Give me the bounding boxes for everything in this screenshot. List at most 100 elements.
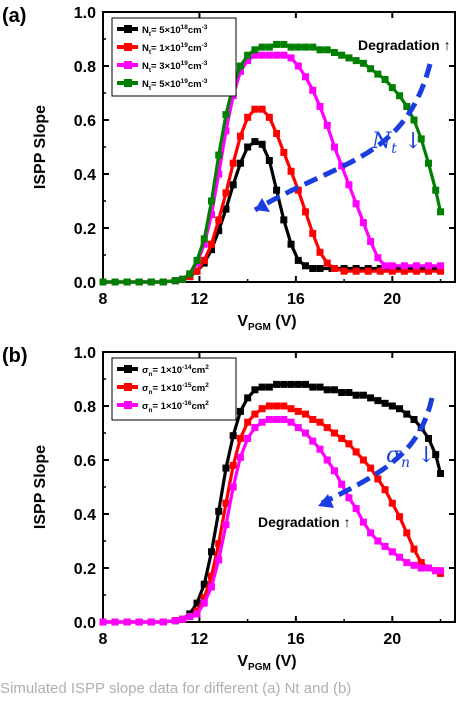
data-point [338,434,346,442]
data-point [215,151,223,159]
data-point [222,499,230,507]
data-point [309,86,317,94]
data-point [287,405,295,413]
data-point [111,618,119,626]
data-point [330,49,338,56]
data-point [179,615,187,623]
annotation-math-main: σ [386,443,402,468]
data-point [147,278,155,286]
data-point [193,256,201,264]
data-point [244,394,252,402]
legend-entry: Nt= 1×1019cm-3 [142,42,208,56]
data-point [302,410,310,418]
y-tick-label: 0.0 [74,275,96,292]
data-point [309,229,317,237]
data-point [410,545,418,553]
data-point [207,572,215,580]
data-point [215,227,223,235]
data-point [207,583,215,591]
chart-panel-b: 0.0 0.2 0.4 0.6 0.8 1.0 8 12 16 20 (b) ISPP Slope VP… [2,345,456,673]
data-point [236,407,244,415]
data-point [323,121,331,129]
x-axis-label-unit: (V) [271,653,297,670]
data-point [265,113,273,121]
data-point [265,402,273,410]
data-point [258,418,266,426]
data-point [186,613,194,621]
data-point [437,567,445,575]
data-point [236,62,244,70]
y-tick-label: 0.6 [74,453,96,470]
legend-entry-exp: 19 [181,42,189,49]
data-point [265,383,273,391]
y-tick-label: 1.0 [74,5,96,22]
data-point [99,278,107,286]
data-point [193,599,201,607]
data-point [236,67,244,75]
data-point [222,205,230,213]
data-point [123,278,131,286]
data-point [367,65,375,73]
legend-entry-sub: t [149,49,152,56]
data-point [323,259,331,267]
data-point [215,170,223,178]
data-point [222,127,230,135]
data-point [229,159,237,167]
data-point [207,548,215,556]
data-point [316,103,324,110]
legend-entry-main: N [142,43,149,54]
annotation-arrow [253,63,433,213]
x-tick-label: 8 [99,631,108,648]
data-point [338,51,346,59]
data-point [374,397,382,405]
y-tick-label: 0.0 [74,615,96,632]
data-point [388,267,396,275]
legend-entry: σn= 1×10-14cm2 [142,364,209,378]
data-point [244,57,252,65]
x-axis-label-sub: PGM [248,662,271,673]
data-point [200,256,208,264]
data-point [309,265,317,272]
legend-entry-main: N [142,79,149,90]
legend-entry-rest: = 5×10 [151,79,181,90]
data-point [251,138,259,146]
data-point [330,265,338,272]
data-point [244,418,252,426]
data-point [381,262,389,270]
data-point [236,434,244,442]
y-axis-label: ISPP Slope [32,445,49,529]
data-point [265,416,273,423]
data-point [424,262,432,270]
annotation-math-suffix: ↓ [410,443,435,468]
data-point [437,267,445,275]
data-point [338,480,346,488]
x-axis-label-main: V [237,653,248,670]
legend-entry-exp: -15 [182,382,192,389]
data-point [171,277,179,285]
data-point [215,556,223,564]
data-point [273,40,281,48]
x-axis-label-main: V [237,313,248,330]
data-point [388,262,396,270]
data-point [424,267,432,275]
data-point [367,238,375,245]
legend-entry-unit: cm [191,401,205,412]
data-point [364,267,372,275]
x-axis-label: VPGM (V) [237,313,296,333]
data-point [374,70,382,78]
data-point [200,240,208,248]
data-point [330,467,338,475]
legend-entry: σn= 1×10-16cm2 [142,400,209,414]
data-point [294,186,302,194]
data-point [229,461,237,469]
data-point [251,46,259,54]
data-point [229,432,237,440]
data-point [345,54,353,62]
legend-swatch-marker [124,401,132,409]
x-tick-label: 16 [287,291,305,308]
data-point [374,537,382,545]
y-tick-label: 0.4 [74,167,96,184]
x-axis-label-unit: (V) [271,313,297,330]
data-point [111,278,119,286]
data-point [193,610,201,618]
